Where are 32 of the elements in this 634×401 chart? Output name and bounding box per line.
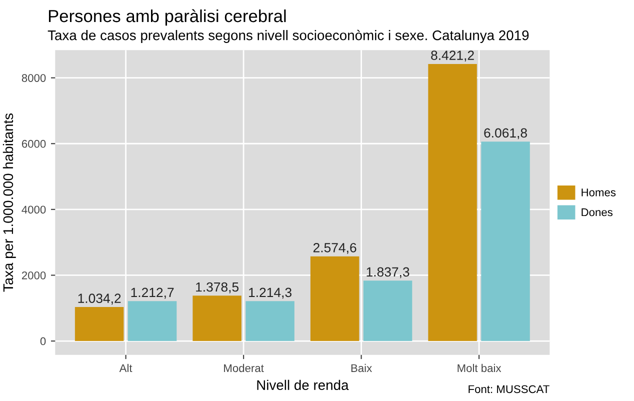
x-tick-label: Alt	[119, 364, 132, 372]
bar	[192, 296, 242, 342]
bar	[74, 307, 124, 342]
bar	[428, 64, 477, 342]
data-label: 1.378,5	[196, 282, 239, 294]
bar	[246, 301, 294, 342]
x-axis-title: Nivell de renda	[257, 380, 349, 390]
y-axis-title: Taxa per 1.000.000 habitants	[2, 113, 16, 292]
text: Font: MUSSCAT	[468, 385, 550, 394]
bar	[310, 256, 360, 342]
data-label: 2.574,6	[313, 242, 356, 254]
y-tick-label: 6000	[22, 140, 46, 148]
y-tick-label: 4000	[22, 206, 46, 214]
data-label: 1.034,2	[78, 294, 121, 305]
x-tick-label: Baix	[351, 364, 372, 372]
legend-label: Homes	[582, 188, 616, 196]
bar	[363, 280, 412, 342]
data-label: 1.837,3	[366, 267, 410, 278]
chart-title: Persones amb paràlisi cerebral	[48, 9, 286, 26]
data-label: 6.061,8	[484, 128, 527, 140]
bar	[481, 142, 530, 342]
data-label: 1.212,7	[131, 288, 174, 299]
y-tick-label: 2000	[22, 272, 46, 280]
x-tick-label: Molt baix	[458, 364, 502, 372]
data-label: 8.421,2	[431, 50, 474, 62]
chart-subtitle: Taxa de casos prevalents segons nivell socioeconòmic i sexe. Catalunya 2019	[48, 30, 529, 43]
y-tick-label: 8000	[22, 74, 46, 82]
y-tick-label: 0	[40, 337, 46, 346]
bar	[128, 301, 177, 342]
data-label: 1.214,3	[249, 288, 292, 299]
legend-label: Dones	[582, 208, 613, 216]
x-tick-label: Moderat	[224, 364, 264, 372]
